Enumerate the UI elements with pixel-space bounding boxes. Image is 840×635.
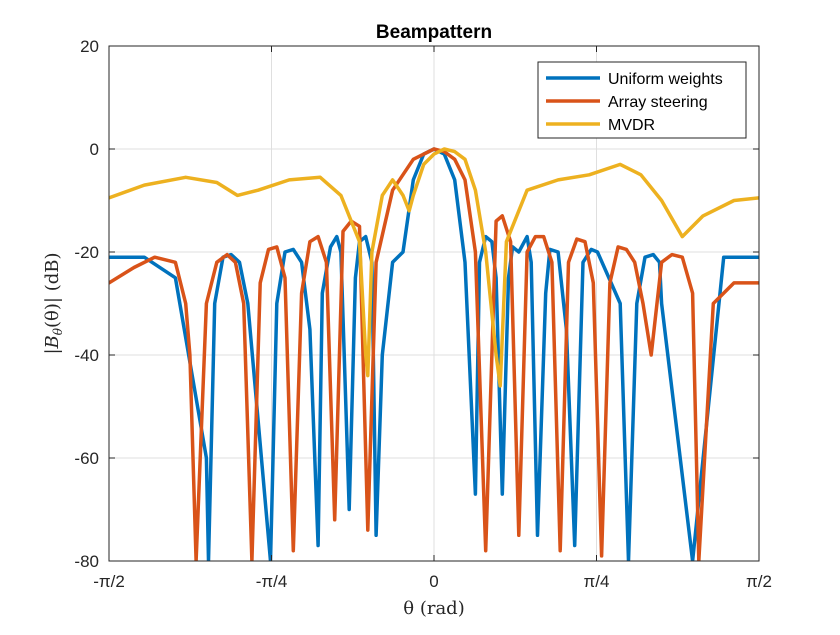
series-line-array-steering — [109, 147, 759, 561]
chart-title: Beampattern — [376, 22, 492, 43]
y-tick-label: 0 — [90, 140, 99, 159]
x-tick-label: -π/2 — [93, 572, 125, 591]
x-tick-label: 0 — [429, 572, 438, 591]
x-tick-label: π/4 — [584, 572, 610, 591]
legend-label: MVDR — [608, 117, 655, 134]
y-tick-label: -40 — [74, 346, 99, 365]
x-tick-label: π/2 — [746, 572, 772, 591]
series-line-mvdr — [109, 147, 759, 388]
y-tick-label: -20 — [74, 243, 99, 262]
series-lines — [109, 147, 759, 561]
y-axis-label: |Bθ(θ)| (dB) — [42, 252, 65, 354]
ticks: -π/2 -π/4 0 π/4 π/2 -80 -60 -40 -20 0 20 — [74, 37, 772, 591]
legend-label: Uniform weights — [608, 71, 723, 88]
x-axis-label: θ (rad) — [403, 598, 464, 619]
legend-label: Array steering — [608, 94, 708, 111]
legend: Uniform weights Array steering MVDR — [537, 61, 747, 139]
x-tick-label: -π/4 — [256, 572, 288, 591]
y-tick-label: -80 — [74, 552, 99, 571]
y-tick-label: 20 — [80, 37, 99, 56]
y-tick-label: -60 — [74, 449, 99, 468]
